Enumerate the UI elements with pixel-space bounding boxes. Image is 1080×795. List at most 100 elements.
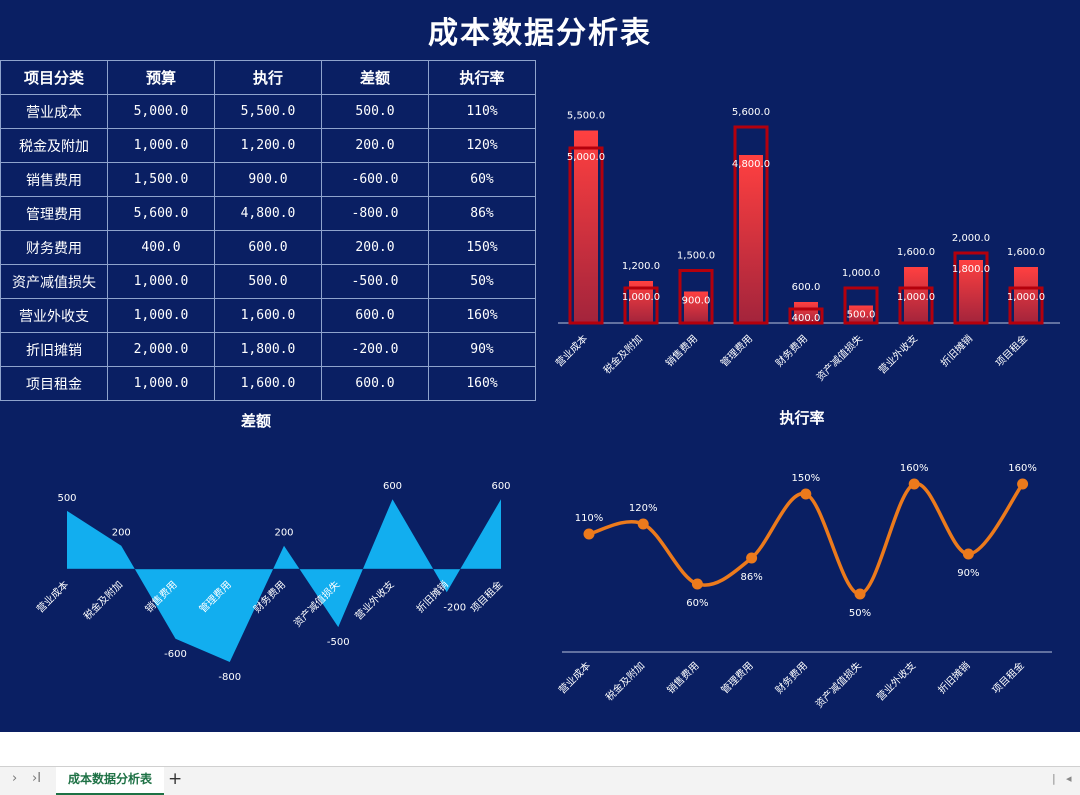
table-row: 资产减值损失 1,000.0 500.0 -500.0 50% — [0, 264, 536, 299]
bar-category-label: 财务费用 — [773, 332, 810, 369]
cell-budget: 1,000.0 — [107, 298, 215, 333]
table-header-row: 项目分类 预算 执行 差额 执行率 — [0, 60, 536, 95]
cell-category: 资产减值损失 — [0, 264, 108, 299]
cell-actual: 4,800.0 — [214, 196, 322, 231]
bar-label-budget: 2,000.0 — [952, 233, 990, 244]
cell-actual: 1,200.0 — [214, 128, 322, 163]
cell-category: 折旧摊销 — [0, 332, 108, 367]
header-budget: 预算 — [107, 60, 215, 95]
rate-category-label: 销售费用 — [664, 659, 701, 696]
bar-actual — [959, 260, 983, 323]
cell-rate: 160% — [428, 366, 536, 401]
rate-value-label: 86% — [740, 572, 762, 583]
line-chart-title: 执行率 — [779, 409, 824, 427]
cell-difference: 600.0 — [321, 298, 429, 333]
difference-area-chart: 差额500营业成本200税金及附加-600销售费用-800管理费用200财务费用… — [34, 412, 511, 683]
bar-actual — [1014, 267, 1038, 323]
cell-rate: 86% — [428, 196, 536, 231]
cell-difference: -500.0 — [321, 264, 429, 299]
bar-label-budget: 400.0 — [792, 313, 821, 324]
bar-label-actual: 600.0 — [792, 282, 821, 293]
last-sheet-button[interactable]: ›I — [32, 771, 42, 786]
next-sheet-button[interactable]: › — [12, 771, 18, 786]
area-chart-title: 差额 — [241, 412, 271, 430]
bar-category-label: 税金及附加 — [601, 332, 646, 377]
bar-actual — [574, 130, 598, 323]
rate-point — [854, 588, 866, 600]
area-value-label: -500 — [327, 637, 350, 648]
rate-point — [637, 518, 649, 530]
rate-value-label: 90% — [957, 568, 979, 579]
bar-category-label: 折旧摊销 — [938, 332, 975, 369]
rate-category-label: 税金及附加 — [603, 659, 648, 704]
cell-budget: 1,500.0 — [107, 162, 215, 197]
bar-category-label: 营业成本 — [553, 332, 590, 369]
area-value-label: 200 — [112, 528, 131, 539]
cell-category: 税金及附加 — [0, 128, 108, 163]
bar-category-label: 销售费用 — [663, 332, 700, 369]
rate-category-label: 财务费用 — [772, 659, 809, 696]
bar-actual — [904, 267, 928, 323]
rate-point — [800, 488, 812, 500]
cell-difference: 600.0 — [321, 366, 429, 401]
bar-label-budget: 1,000.0 — [897, 292, 935, 303]
sheet-tab-active[interactable]: 成本数据分析表 — [56, 767, 165, 795]
bar-actual — [739, 155, 763, 323]
cell-category: 管理费用 — [0, 196, 108, 231]
bar-actual — [794, 302, 818, 323]
header-rate: 执行率 — [428, 60, 536, 95]
cell-budget: 5,600.0 — [107, 196, 215, 231]
rate-point — [1017, 478, 1029, 490]
area-value-label: 600 — [383, 481, 402, 492]
area-value-label: -200 — [443, 602, 466, 613]
table-row: 营业成本 5,000.0 5,500.0 500.0 110% — [0, 94, 536, 129]
area-value-label: -800 — [218, 672, 241, 683]
cell-difference: 200.0 — [321, 128, 429, 163]
table-row: 销售费用 1,500.0 900.0 -600.0 60% — [0, 162, 536, 197]
table-row: 财务费用 400.0 600.0 200.0 150% — [0, 230, 536, 265]
rate-category-label: 营业外收支 — [874, 659, 919, 704]
table-row: 营业外收支 1,000.0 1,600.0 600.0 160% — [0, 298, 536, 333]
bar-actual — [684, 291, 708, 323]
bar-budget — [1008, 286, 1044, 325]
bar-category-label: 营业外收支 — [876, 332, 921, 377]
bar-label-budget: 5,000.0 — [567, 152, 605, 163]
bar-label-budget: 1,000.0 — [1007, 292, 1045, 303]
rate-value-label: 160% — [1008, 463, 1037, 474]
cell-budget: 1,000.0 — [107, 366, 215, 401]
bar-category-label: 资产减值损失 — [814, 332, 866, 384]
rate-point — [583, 528, 595, 540]
cell-category: 营业成本 — [0, 94, 108, 129]
scroll-left-icon[interactable]: ◂ — [1066, 772, 1072, 785]
bar-label-actual: 500.0 — [847, 310, 876, 321]
bar-budget — [623, 286, 659, 325]
cell-actual: 1,600.0 — [214, 366, 322, 401]
bar-budget — [788, 307, 824, 325]
cell-difference: 500.0 — [321, 94, 429, 129]
rate-line — [588, 482, 1025, 596]
bar-label-actual: 1,600.0 — [897, 247, 935, 258]
cell-category: 营业外收支 — [0, 298, 108, 333]
cell-difference: -200.0 — [321, 332, 429, 367]
cell-rate: 60% — [428, 162, 536, 197]
cell-actual: 600.0 — [214, 230, 322, 265]
bar-label-actual: 4,800.0 — [732, 159, 770, 170]
rate-value-label: 60% — [686, 598, 708, 609]
bar-budget — [733, 125, 769, 325]
cell-category: 项目租金 — [0, 366, 108, 401]
area-value-label: 600 — [491, 481, 510, 492]
bar-label-actual: 1,200.0 — [622, 261, 660, 272]
bar-category-label: 项目租金 — [993, 332, 1030, 369]
bar-label-actual: 1,800.0 — [952, 264, 990, 275]
cell-rate: 90% — [428, 332, 536, 367]
rate-line-chart: 执行率 110% 营业成本 120% 税金及附加 60% 销售费用 86% 管理费用 150% 财务… — [556, 409, 1052, 711]
add-sheet-button[interactable]: + — [168, 769, 183, 789]
rate-category-label: 营业成本 — [556, 659, 593, 696]
cell-actual: 900.0 — [214, 162, 322, 197]
rate-category-label: 资产减值损失 — [813, 659, 865, 711]
cell-difference: -600.0 — [321, 162, 429, 197]
cell-rate: 110% — [428, 94, 536, 129]
rate-category-label: 项目租金 — [989, 659, 1026, 696]
header-difference: 差额 — [321, 60, 429, 95]
budget-actual-bar-chart: 5,500.0 5,000.0 营业成本 1,200.0 1,000.0 税金及附加 900… — [553, 107, 1060, 384]
